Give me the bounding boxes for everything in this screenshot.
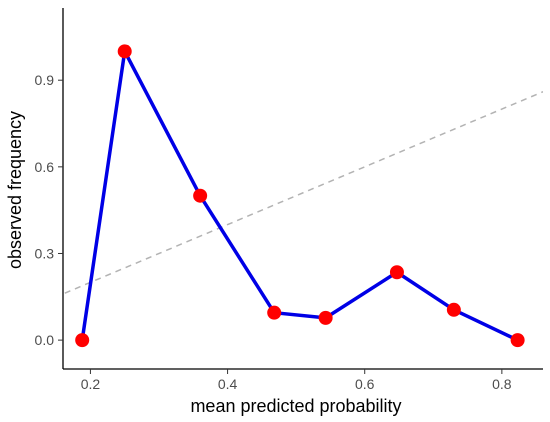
x-tick-label: 0.4	[218, 376, 238, 392]
data-point-4	[267, 305, 282, 320]
data-point-3	[193, 188, 208, 203]
data-point-1	[75, 333, 90, 348]
x-tick-label: 0.6	[355, 376, 375, 392]
data-point-5	[318, 310, 333, 325]
y-axis-title: observed frequency	[5, 111, 25, 269]
data-point-8	[510, 333, 525, 348]
y-tick-label: 0.6	[35, 159, 55, 175]
plot-area	[63, 44, 543, 348]
y-tick-label: 0.0	[35, 332, 55, 348]
y-tick-label: 0.3	[35, 245, 55, 261]
y-tick-label: 0.9	[35, 72, 55, 88]
data-point-7	[446, 302, 461, 317]
x-tick-label: 0.2	[81, 376, 101, 392]
data-points	[75, 44, 525, 348]
x-axis-title: mean predicted probability	[190, 396, 401, 416]
y-ticks: 0.0 0.3 0.6 0.9	[35, 72, 63, 348]
series-line	[80, 49, 519, 342]
reference-diagonal-line	[63, 90, 543, 295]
x-tick-label: 0.8	[492, 376, 512, 392]
x-ticks: 0.2 0.4 0.6 0.8	[81, 369, 512, 392]
data-point-6	[389, 265, 404, 280]
data-point-2	[117, 44, 132, 59]
axes: 0.2 0.4 0.6 0.8 0.0 0.3 0.6 0.9	[35, 8, 543, 392]
